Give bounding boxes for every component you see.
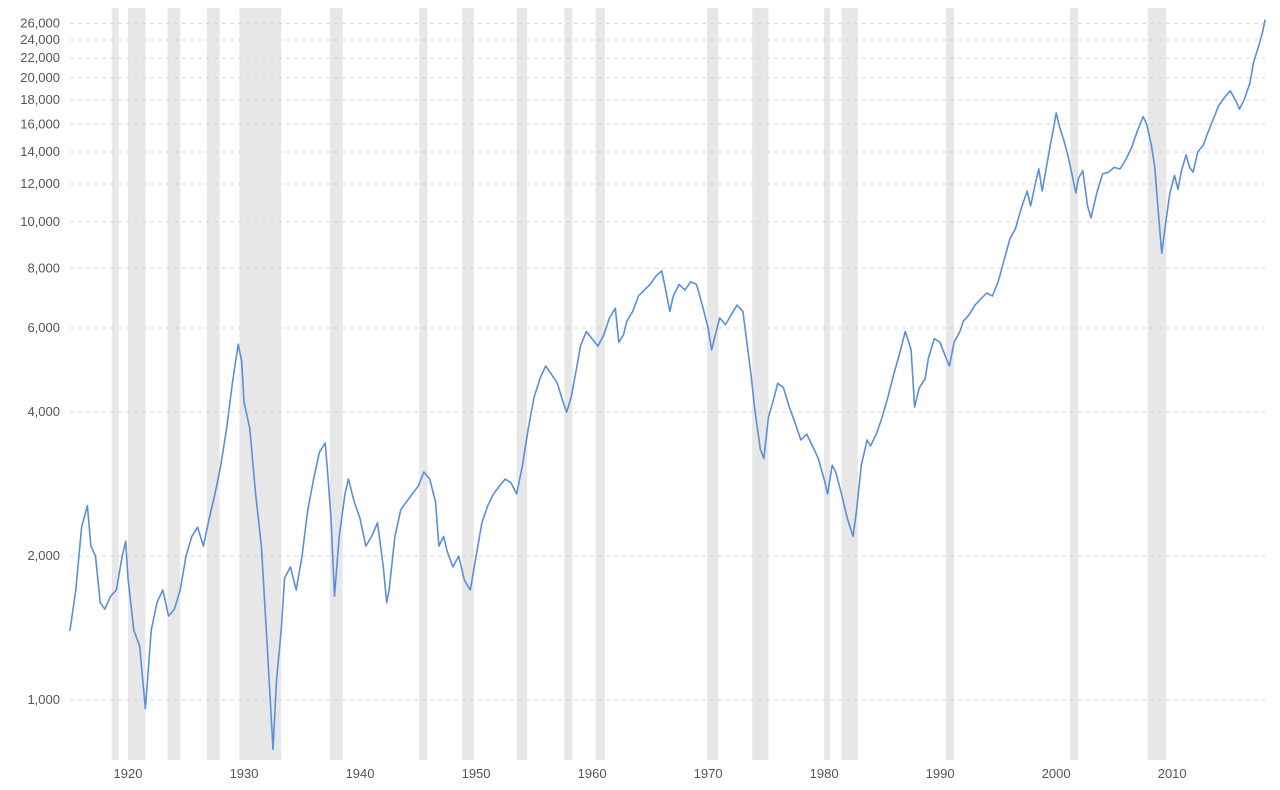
x-tick-label: 1950 (462, 766, 491, 781)
x-tick-label: 2000 (1042, 766, 1071, 781)
x-tick-label: 1920 (114, 766, 143, 781)
recession-band (419, 8, 427, 760)
y-tick-label: 8,000 (27, 260, 60, 275)
recession-band (330, 8, 343, 760)
recession-band (1148, 8, 1167, 760)
recession-band (564, 8, 572, 760)
y-tick-label: 22,000 (20, 50, 60, 65)
y-tick-label: 2,000 (27, 548, 60, 563)
recession-band (752, 8, 768, 760)
x-tick-label: 1990 (926, 766, 955, 781)
recession-band (517, 8, 527, 760)
recession-band (596, 8, 605, 760)
recession-band (824, 8, 830, 760)
recession-band (112, 8, 119, 760)
y-tick-label: 26,000 (20, 15, 60, 30)
recession-band (207, 8, 220, 760)
x-tick-label: 1960 (578, 766, 607, 781)
y-tick-label: 18,000 (20, 92, 60, 107)
x-tick-label: 1930 (230, 766, 259, 781)
recession-band (946, 8, 954, 760)
y-tick-label: 10,000 (20, 214, 60, 229)
y-tick-label: 12,000 (20, 176, 60, 191)
recession-band (462, 8, 474, 760)
y-tick-label: 1,000 (27, 692, 60, 707)
recession-band (842, 8, 858, 760)
recession-band (167, 8, 180, 760)
y-tick-label: 6,000 (27, 320, 60, 335)
y-tick-label: 24,000 (20, 32, 60, 47)
recession-band (707, 8, 719, 760)
recession-band (1070, 8, 1078, 760)
chart-svg: 1,000 2,000 4,000 6,000 8,000 10,000 12,000 14,… (0, 0, 1280, 790)
x-tick-label: 1970 (694, 766, 723, 781)
recession-band (128, 8, 145, 760)
y-tick-label: 4,000 (27, 404, 60, 419)
y-tick-label: 20,000 (20, 70, 60, 85)
x-tick-label: 2010 (1158, 766, 1187, 781)
recession-band (239, 8, 281, 760)
y-tick-label: 14,000 (20, 144, 60, 159)
log-line-chart: 1,000 2,000 4,000 6,000 8,000 10,000 12,000 14,… (0, 0, 1280, 790)
x-tick-label: 1980 (810, 766, 839, 781)
x-tick-label: 1940 (346, 766, 375, 781)
y-tick-label: 16,000 (20, 116, 60, 131)
